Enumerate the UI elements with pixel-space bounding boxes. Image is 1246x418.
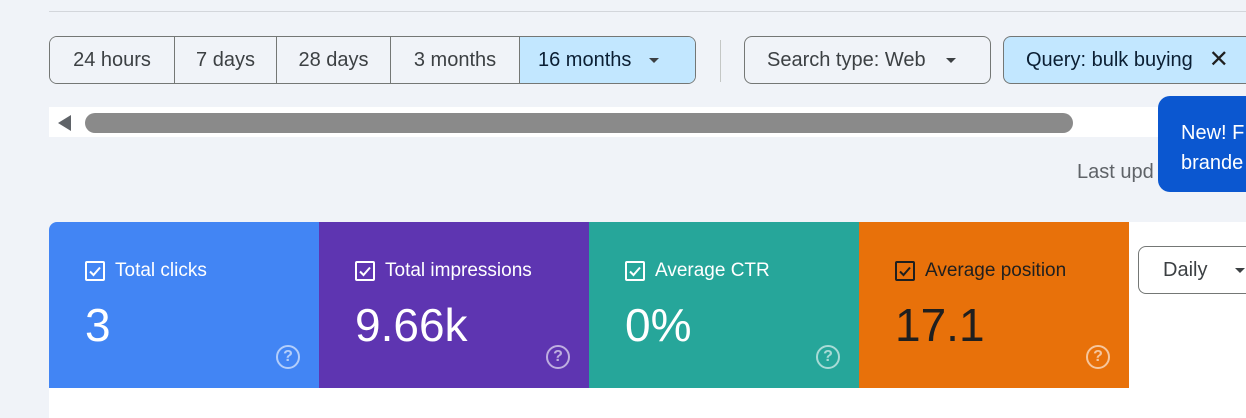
close-icon[interactable]: ✕ [1208, 46, 1229, 73]
metric-card-average-position[interactable]: Average position 17.1 ? [859, 222, 1129, 388]
date-option-16-months-label: 16 months [538, 48, 632, 71]
date-option-16-months[interactable]: 16 months [520, 37, 695, 83]
date-option-3-months[interactable]: 3 months [391, 37, 520, 83]
metric-value: 17.1 [895, 299, 985, 351]
checkbox-checked-icon[interactable] [895, 261, 915, 281]
metric-cards: Total clicks 3 ? Total impressions 9.66k… [49, 222, 1129, 388]
date-option-7-days[interactable]: 7 days [175, 37, 277, 83]
new-feature-tooltip[interactable]: New! F brande [1158, 96, 1246, 192]
filter-separator [720, 40, 721, 82]
checkbox-checked-icon[interactable] [625, 261, 645, 281]
granularity-select[interactable]: Daily [1138, 246, 1246, 294]
metric-value: 0% [625, 299, 692, 351]
chevron-down-icon [945, 57, 956, 63]
chevron-down-icon [1235, 267, 1246, 273]
help-icon[interactable]: ? [276, 345, 300, 369]
metric-value: 9.66k [355, 299, 468, 351]
metric-label: Total impressions [385, 260, 532, 281]
metric-card-total-clicks[interactable]: Total clicks 3 ? [49, 222, 319, 388]
help-icon[interactable]: ? [816, 345, 840, 369]
chevron-down-icon [649, 57, 660, 63]
search-type-filter[interactable]: Search type: Web [744, 36, 991, 84]
checkbox-checked-icon[interactable] [355, 261, 375, 281]
date-option-28-days[interactable]: 28 days [277, 37, 391, 83]
granularity-label: Daily [1163, 258, 1208, 281]
help-icon[interactable]: ? [1086, 345, 1110, 369]
scrollbar-thumb[interactable] [85, 113, 1073, 133]
scroll-left-arrow-icon[interactable] [58, 115, 71, 131]
metric-label: Average CTR [655, 260, 770, 281]
metric-card-average-ctr[interactable]: Average CTR 0% ? [589, 222, 859, 388]
query-filter-chip[interactable]: Query: bulk buying ✕ [1003, 36, 1246, 84]
tooltip-line-1: New! F [1181, 122, 1245, 144]
date-option-24-hours[interactable]: 24 hours [50, 37, 175, 83]
help-icon[interactable]: ? [546, 345, 570, 369]
metric-label: Total clicks [115, 260, 207, 281]
top-divider [49, 11, 1246, 12]
metric-card-total-impressions[interactable]: Total impressions 9.66k ? [319, 222, 589, 388]
query-filter-label: Query: bulk buying [1026, 48, 1193, 71]
last-updated-text: Last upd [1077, 161, 1154, 183]
metric-value: 3 [85, 299, 111, 351]
date-range-selector: 24 hours 7 days 28 days 3 months 16 mont… [49, 36, 696, 84]
tooltip-line-2: brande [1181, 152, 1244, 174]
search-type-label: Search type: Web [767, 48, 926, 71]
checkbox-checked-icon[interactable] [85, 261, 105, 281]
metric-label: Average position [925, 260, 1067, 281]
chart-area [49, 388, 1246, 418]
